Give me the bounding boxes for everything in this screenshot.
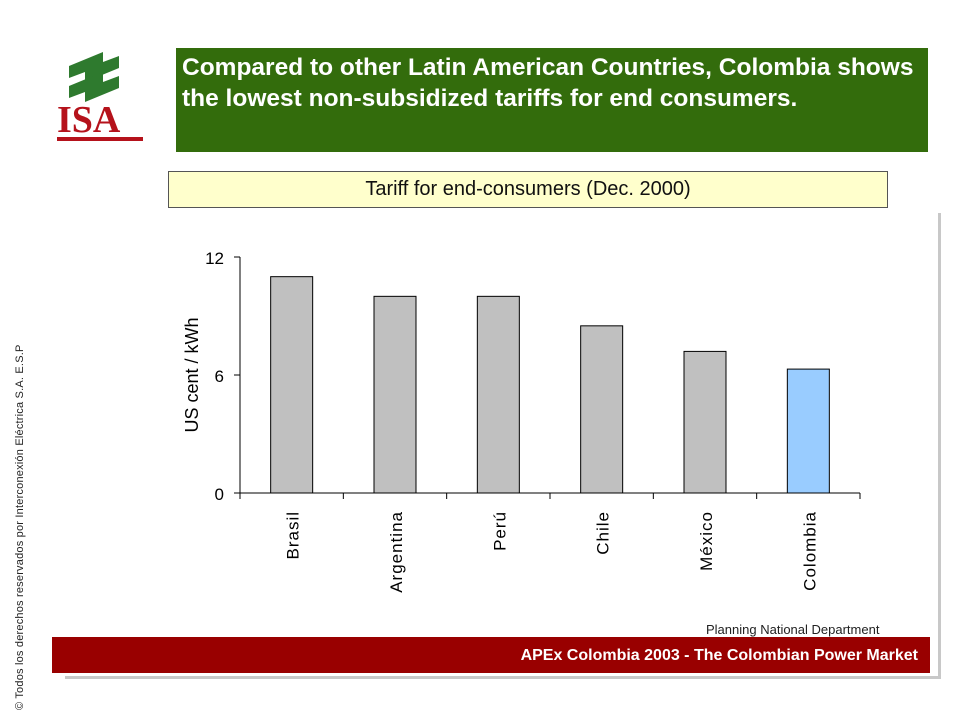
x-tick-label: Argentina bbox=[387, 511, 406, 593]
x-tick-label: México bbox=[697, 511, 716, 571]
chart-title-box: Tariff for end-consumers (Dec. 2000) bbox=[168, 171, 888, 208]
bar-colombia bbox=[786, 368, 830, 494]
department-label: Planning National Department bbox=[706, 622, 880, 637]
x-tick-label: Colombia bbox=[800, 511, 819, 591]
bar-chile bbox=[580, 325, 624, 494]
y-tick-label: 6 bbox=[215, 367, 224, 386]
bar-méxico bbox=[683, 350, 727, 494]
x-tick-label: Chile bbox=[594, 511, 613, 555]
content-frame bbox=[65, 213, 941, 679]
y-axis-label: US cent / kWh bbox=[182, 317, 202, 432]
y-tick-label: 0 bbox=[215, 485, 224, 504]
y-tick-label: 12 bbox=[205, 249, 224, 268]
bar-brasil bbox=[270, 276, 314, 494]
logo-bolt-bottom bbox=[69, 72, 119, 102]
x-tick-label: Perú bbox=[490, 511, 509, 551]
logo-text: ISA bbox=[57, 99, 121, 141]
bar-perú bbox=[476, 295, 520, 494]
footer-bar: APEx Colombia 2003 - The Colombian Power… bbox=[52, 637, 930, 673]
bar-argentina bbox=[373, 295, 417, 494]
logo-bolt-top bbox=[69, 52, 119, 82]
logo-underline bbox=[57, 137, 143, 141]
isa-logo: ISA bbox=[55, 50, 147, 145]
x-tick-label: Brasil bbox=[284, 511, 303, 560]
slide-title: Compared to other Latin American Countri… bbox=[176, 48, 928, 152]
